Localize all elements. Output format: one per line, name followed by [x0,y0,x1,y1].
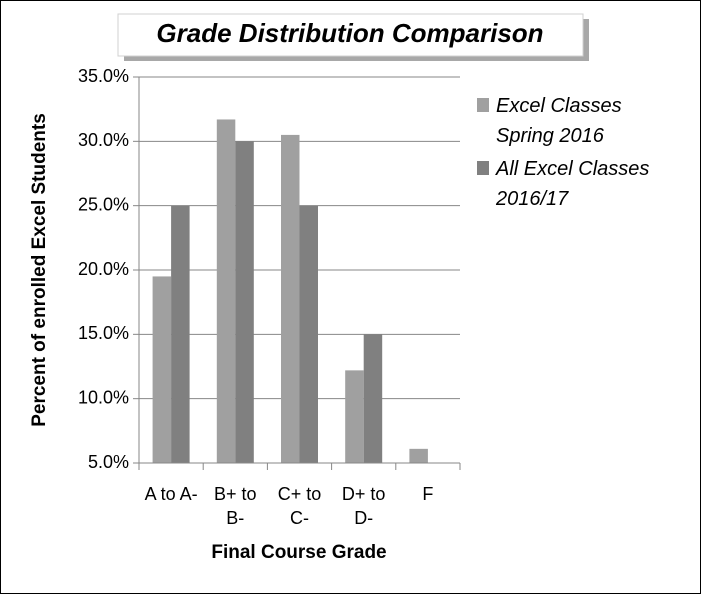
x-tick-label: B+ to B- [214,484,257,528]
y-tick-label: 25.0% [78,194,129,214]
legend-label: All Excel Classes 2016/17 [496,158,650,210]
title-box [117,13,584,57]
legend-swatch [477,98,489,112]
bar [171,205,190,463]
y-tick-label: 30.0% [78,130,129,150]
bar [345,370,364,463]
y-tick-label: 15.0% [78,323,129,343]
bar [152,276,172,463]
bar [235,141,254,464]
x-axis-title: Final Course Grade [211,542,386,563]
x-tick-label: C+ to C- [277,484,322,528]
y-axis-title: Percent of enrolled Excel Students [29,113,50,427]
bar [363,334,383,463]
bar [409,448,428,463]
bar [281,134,300,463]
legend-swatch [477,161,489,175]
x-tick-label: F [422,484,434,504]
chart-title: Grade Distribution Comparison [156,18,543,48]
y-tick-label: 10.0% [78,387,129,407]
y-tick-label: 5.0% [88,452,129,472]
x-tick-label: D+ to D- [341,484,386,528]
bar [299,205,318,463]
legend-label: Excel Classes Spring 2016 [496,95,622,147]
y-tick-label: 20.0% [78,259,129,279]
bar [216,119,236,464]
y-tick-label: 35.0% [78,66,129,86]
x-tick-label: A to A- [144,484,198,504]
